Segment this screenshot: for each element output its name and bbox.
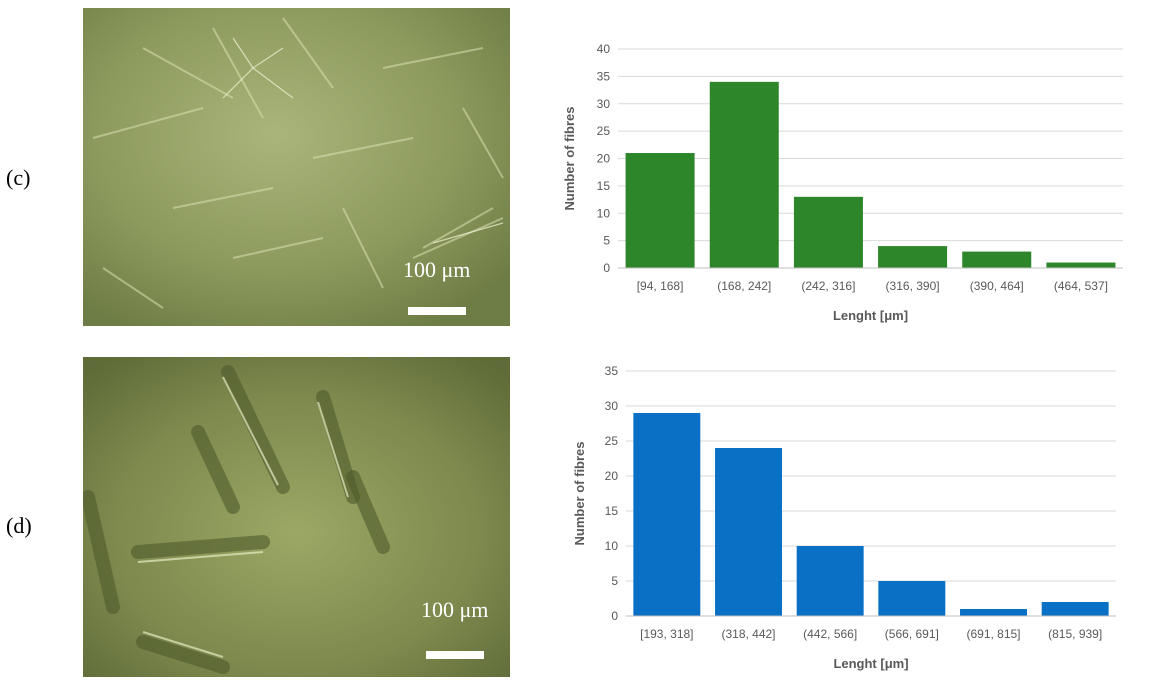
histogram-c-ytick-label: 40 <box>597 42 611 56</box>
panel-label-d: (d) <box>6 513 32 538</box>
histogram-c-bar <box>1046 262 1116 268</box>
histogram-c-xtick-label: (242, 316] <box>801 279 855 293</box>
histogram-d-xtick-label: (691, 815] <box>966 627 1020 641</box>
histogram-c-xtick-label: (168, 242] <box>717 279 771 293</box>
histogram-c-xtick-label: [94, 168] <box>637 279 684 293</box>
micrograph-c-image <box>83 8 510 326</box>
histogram-d-ylabel: Number of fibres <box>572 441 587 545</box>
histogram-c-bar <box>625 153 695 268</box>
histogram-d-ytick-label: 15 <box>605 504 619 518</box>
histogram-d-bar <box>796 546 864 616</box>
histogram-d-bar <box>960 609 1027 616</box>
histogram-c-xtick-label: (464, 537] <box>1054 279 1108 293</box>
histogram-c-ytick-label: 15 <box>597 179 611 193</box>
histogram-d-ytick-label: 20 <box>605 469 619 483</box>
histogram-c-bar <box>793 196 863 268</box>
histogram-c-ytick-label: 20 <box>597 152 611 166</box>
histogram-d-xtick-label: (566, 691] <box>885 627 939 641</box>
histogram-d-bar <box>715 448 782 616</box>
histogram-d-xlabel: Lenght [μm] <box>833 656 908 671</box>
histogram-d-xtick-label: [193, 318] <box>640 627 693 641</box>
histogram-c-xlabel: Lenght [μm] <box>833 308 908 323</box>
histogram-d: 0 5 10 15 20 25 30 35 [193, 318] (318, 442] (442, … <box>570 360 1150 680</box>
histogram-d-ytick-label: 0 <box>611 609 618 623</box>
histogram-c-xtick-label: (390, 464] <box>970 279 1024 293</box>
histogram-c: 0 5 10 15 20 25 30 35 40 [94, 168] (168, 242] (242,… <box>560 35 1150 335</box>
histogram-d-bar <box>1041 602 1109 616</box>
histogram-d-svg: 0 5 10 15 20 25 30 35 [193, 318] (318, 442] (442, … <box>572 364 1116 671</box>
micrograph-d: 100 μm <box>83 357 510 677</box>
scale-bar-d <box>426 651 484 659</box>
histogram-c-ytick-label: 30 <box>597 97 611 111</box>
scale-bar-c <box>408 307 466 315</box>
histogram-c-ytick-label: 35 <box>597 69 611 83</box>
histogram-c-ylabel: Number of fibres <box>562 106 577 210</box>
scale-label-c: 100 μm <box>403 257 471 282</box>
histogram-c-ytick-label: 5 <box>603 234 610 248</box>
histogram-c-ytick-label: 0 <box>603 261 610 275</box>
histogram-d-bar <box>633 413 701 616</box>
histogram-c-bar <box>709 81 779 268</box>
histogram-d-xtick-label: (318, 442] <box>721 627 775 641</box>
histogram-c-svg: 0 5 10 15 20 25 30 35 40 [94, 168] (168, 242] (242,… <box>562 42 1123 323</box>
panel-label-c: (c) <box>6 165 31 190</box>
scale-label-d: 100 μm <box>421 597 489 622</box>
histogram-c-ytick-label: 10 <box>597 206 611 220</box>
histogram-d-ytick-label: 10 <box>605 539 619 553</box>
histogram-d-ytick-label: 25 <box>605 434 619 448</box>
histogram-d-xtick-label: (815, 939] <box>1048 627 1102 641</box>
histogram-d-bar <box>878 581 946 616</box>
micrograph-d-image <box>83 357 510 677</box>
histogram-c-bar <box>962 251 1032 268</box>
histogram-d-ytick-label: 30 <box>605 399 619 413</box>
histogram-c-ytick-label: 25 <box>597 124 611 138</box>
histogram-d-ytick-label: 5 <box>611 574 618 588</box>
histogram-d-ytick-label: 35 <box>605 364 619 378</box>
histogram-d-xtick-label: (442, 566] <box>803 627 857 641</box>
histogram-c-bar <box>878 246 948 268</box>
micrograph-c: 100 μm <box>83 8 510 326</box>
histogram-c-xtick-label: (316, 390] <box>886 279 940 293</box>
